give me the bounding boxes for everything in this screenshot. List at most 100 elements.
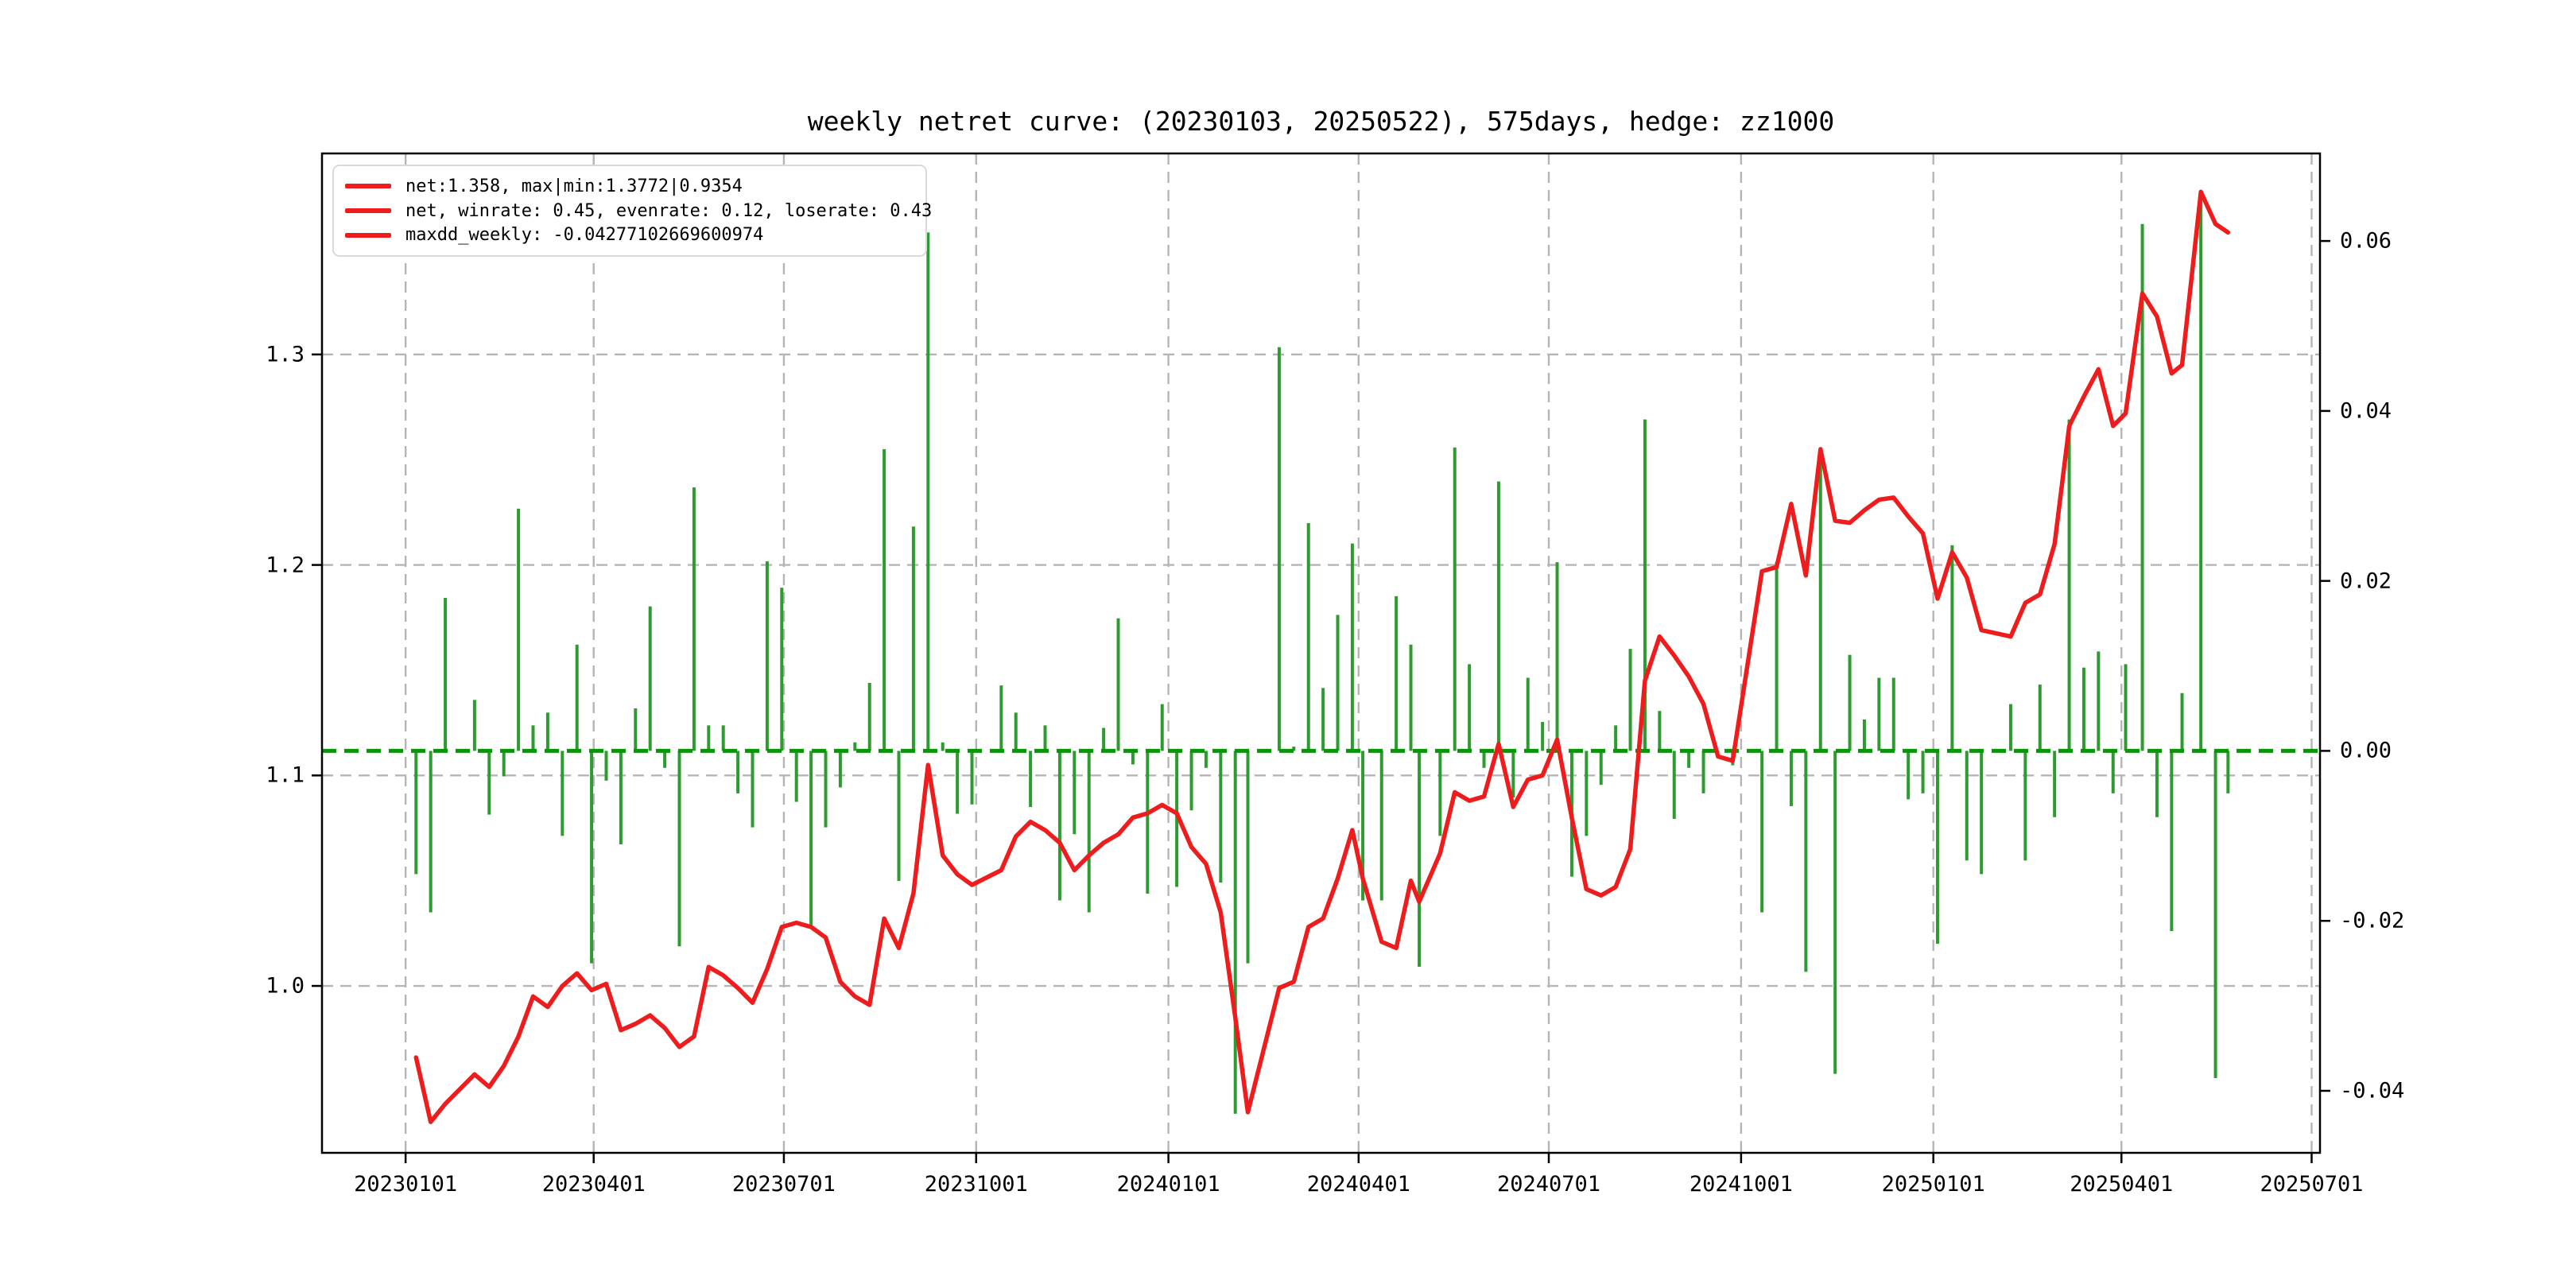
return-bar [794, 751, 798, 802]
return-bar [1029, 751, 1033, 807]
return-bar [911, 526, 915, 751]
return-bar [2170, 751, 2174, 932]
chart-title: weekly netret curve: (20230103, 20250522… [807, 106, 1835, 137]
legend-label: net, winrate: 0.45, evenrate: 0.12, lose… [405, 200, 933, 221]
return-bar [692, 487, 696, 751]
x-tick-label: 20230401 [541, 1172, 646, 1197]
x-tick-label: 20240701 [1496, 1172, 1601, 1197]
y-tick-label-right: 0.06 [2340, 228, 2392, 254]
legend-label: maxdd_weekly: -0.04277102669600974 [405, 225, 764, 246]
return-bar [897, 751, 901, 881]
return-bar [634, 708, 638, 751]
x-tick-label: 20250701 [2260, 1172, 2364, 1197]
return-bar [1102, 727, 1106, 751]
return-bar [1350, 543, 1354, 751]
return-bar [1043, 725, 1047, 751]
y-tick-label-left: 1.0 [266, 973, 305, 999]
return-bar [502, 751, 506, 777]
return-bar [751, 751, 755, 828]
y-tick-label-right: 0.04 [2340, 398, 2392, 424]
return-bar [472, 700, 476, 751]
legend-line-swatch-red [345, 184, 391, 189]
return-bar [999, 685, 1003, 751]
return-bar [1891, 677, 1895, 751]
return-bar [1862, 719, 1866, 751]
return-bar [575, 644, 579, 751]
return-bar [1453, 447, 1457, 751]
return-bar [1804, 751, 1808, 972]
return-bar [2023, 751, 2027, 861]
return-bar [1292, 747, 1296, 751]
return-bar [1189, 751, 1193, 811]
return-bar [2111, 751, 2115, 793]
return-bar [2081, 667, 2085, 751]
return-bar [780, 588, 784, 751]
return-bar [941, 742, 945, 751]
return-bar [1160, 704, 1164, 751]
x-tick-label: 20240101 [1116, 1172, 1220, 1197]
return-bar [2124, 664, 2128, 751]
return-bar [1321, 688, 1325, 751]
return-bar [604, 751, 608, 781]
return-bar [721, 725, 725, 751]
return-bar [1526, 677, 1530, 751]
return-bar [429, 751, 433, 913]
return-bar [1511, 751, 1515, 798]
return-bar [1848, 654, 1852, 751]
x-tick-label: 20250401 [2070, 1172, 2174, 1197]
return-bar [545, 712, 549, 751]
legend: net:1.358, max|min:1.3772|0.9354 net, wi… [332, 165, 932, 257]
return-bar [2097, 651, 2101, 751]
return-bar [1336, 615, 1340, 751]
return-bar [1468, 664, 1472, 751]
return-bar [2226, 751, 2230, 793]
return-bar [765, 561, 769, 751]
return-bar [1087, 751, 1091, 913]
return-bar [2180, 692, 2184, 751]
return-bar [1789, 751, 1793, 806]
axes-frame [320, 152, 2322, 1154]
return-bar [1131, 751, 1135, 765]
return-bar [2213, 751, 2217, 1078]
return-bar [1775, 562, 1779, 751]
y-tick-label-left: 1.2 [266, 553, 305, 578]
return-bar [1438, 751, 1442, 836]
legend-item: net, winrate: 0.45, evenrate: 0.12, lose… [345, 199, 932, 223]
return-bar [1687, 751, 1691, 768]
return-bar [1277, 347, 1281, 751]
return-bar [2067, 419, 2071, 751]
return-bar [2008, 704, 2012, 751]
return-bar [824, 751, 828, 828]
return-bar [707, 725, 711, 751]
return-bar [663, 751, 667, 768]
y-tick-label-right: -0.02 [2340, 908, 2405, 933]
return-bar [1965, 751, 1969, 861]
return-bar [1833, 751, 1837, 1074]
return-bar [1541, 722, 1545, 751]
return-bar [1233, 751, 1237, 1114]
return-bar [2155, 751, 2159, 817]
legend-label: net:1.358, max|min:1.3772|0.9354 [405, 176, 743, 196]
return-bar [1935, 751, 1939, 945]
return-bar [2038, 685, 2042, 751]
return-bar [1116, 618, 1120, 751]
return-bar [1921, 751, 1925, 793]
y-tick-label-left: 1.1 [266, 762, 305, 788]
return-bar [619, 751, 623, 844]
return-bar [970, 751, 974, 805]
return-bar [1409, 644, 1413, 751]
return-bar [1628, 649, 1632, 751]
return-bar [1672, 751, 1676, 819]
return-bar [531, 725, 535, 751]
return-bar [883, 448, 886, 751]
legend-line-swatch-red [345, 208, 391, 213]
return-bar [1701, 751, 1705, 793]
return-bar [1014, 712, 1018, 751]
return-bar [648, 606, 652, 751]
return-bar [1760, 751, 1764, 913]
return-bar [1204, 751, 1208, 768]
legend-item: net:1.358, max|min:1.3772|0.9354 [345, 174, 914, 199]
return-bar [414, 751, 418, 875]
